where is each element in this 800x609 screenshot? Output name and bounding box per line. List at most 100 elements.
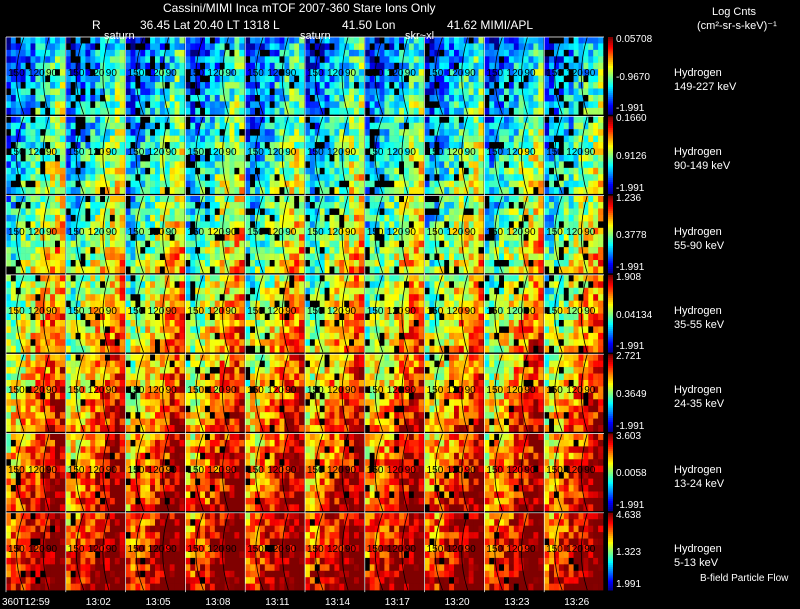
grid-label-90: 90 [46,543,58,555]
grid-label-90: 90 [464,385,476,397]
grid-label-150: 150 [486,306,504,318]
colorbar-mid-label: 0.0058 [616,468,647,480]
heatmap-frame [65,433,125,512]
grid-label-120: 120 [506,464,524,476]
grid-label-120: 120 [267,464,284,476]
grid-label-120: 120 [207,226,225,238]
grid-label-90: 90 [105,68,117,80]
grid-label-90: 90 [524,68,536,80]
grid-label-150: 150 [486,464,504,476]
heatmap-frame [245,195,305,274]
heatmap-frame [245,512,305,591]
grid-label-90: 90 [285,306,297,318]
grid-label-150: 150 [127,68,145,80]
grid-label-90: 90 [285,385,297,397]
grid-label-120: 120 [28,543,45,555]
grid-label-150: 150 [247,68,264,80]
species-label: Hydrogen [674,463,722,476]
grid-label-150: 150 [307,464,324,476]
grid-label-120: 120 [87,226,105,238]
grid-label-90: 90 [165,543,177,555]
grid-label-120: 120 [506,543,524,555]
grid-label-150: 150 [426,543,444,555]
heatmap-frame [364,36,424,115]
grid-label-120: 120 [327,147,344,159]
grid-label-150: 150 [546,226,563,238]
heatmap-frame [245,36,305,115]
species-label: Hydrogen [674,146,722,159]
heatmap-frame [6,512,66,591]
grid-label-90: 90 [46,464,58,476]
grid-label-90: 90 [46,226,58,238]
grid-label-90: 90 [285,464,297,476]
grid-label-120: 120 [446,147,464,159]
grid-label-90: 90 [524,306,536,318]
grid-label-90: 90 [464,543,476,555]
heatmap-frame [424,195,484,274]
grid-label-150: 150 [366,226,384,238]
grid-label-120: 120 [386,385,404,397]
energy-range-label: 55-90 keV [674,239,725,252]
heatmap-frame [65,195,125,274]
energy-range-label: 149-227 keV [674,81,737,93]
grid-label-120: 120 [506,306,524,318]
colorbar-min-label: -1.991 [616,182,645,194]
colorbar-max-label: 2.721 [616,351,642,363]
grid-label-120: 120 [87,464,105,476]
colorbar [608,512,613,591]
colorbar [608,274,613,353]
grid-label-120: 120 [28,385,45,397]
grid-label-90: 90 [524,543,536,555]
time-tick-label: 13:05 [145,597,171,608]
grid-label-90: 90 [584,385,596,397]
time-tick-label: 13:20 [444,597,470,608]
time-tick-label: 13:11 [265,597,290,608]
grid-label-90: 90 [524,226,536,238]
grid-label-150: 150 [486,68,504,80]
misc-label: 41.62 MIMI/APL [447,18,534,32]
heatmap-frame [125,195,185,274]
grid-label-150: 150 [187,385,205,397]
grid-label-150: 150 [426,68,444,80]
grid-label-120: 120 [566,68,583,80]
energy-range-label: 90-149 keV [674,160,731,173]
grid-label-150: 150 [127,147,145,159]
grid-label-150: 150 [366,464,384,476]
grid-label-90: 90 [404,68,416,80]
grid-label-120: 120 [566,226,583,238]
grid-label-120: 120 [28,226,45,238]
colorbar-max-label: 4.638 [616,509,642,521]
grid-label-150: 150 [8,385,25,397]
heatmap-frame [6,354,66,432]
heatmap-frame [245,274,305,353]
heatmap-frame [6,274,66,353]
grid-label-120: 120 [327,226,344,238]
grid-label-120: 120 [446,385,464,397]
grid-label-90: 90 [225,68,237,80]
lon-label: 41.50 Lon [342,18,396,32]
grid-label-120: 120 [28,68,45,80]
grid-label-90: 90 [285,147,297,159]
grid-label-120: 120 [386,68,404,80]
grid-label-90: 90 [404,226,416,238]
colorbar-title: Log Cnts [712,6,757,18]
grid-label-150: 150 [426,226,444,238]
grid-label-150: 150 [366,543,384,555]
heatmap-frame [364,116,424,194]
grid-label-120: 120 [147,464,165,476]
grid-label-120: 120 [147,306,165,318]
heatmap-frame [185,36,245,115]
page-title: Cassini/MIMI Inca mTOF 2007-360 Stare Io… [163,1,436,15]
grid-label-150: 150 [366,147,384,159]
heatmap-frame [245,116,305,194]
grid-label-90: 90 [46,306,58,318]
time-tick-label: 13:23 [504,597,530,608]
grid-label-90: 90 [404,543,416,555]
grid-label-150: 150 [8,464,25,476]
grid-label-120: 120 [147,385,165,397]
energy-range-label: 24-35 keV [674,398,725,411]
grid-label-150: 150 [247,464,264,476]
grid-label-150: 150 [247,385,264,397]
grid-label-90: 90 [584,68,596,80]
